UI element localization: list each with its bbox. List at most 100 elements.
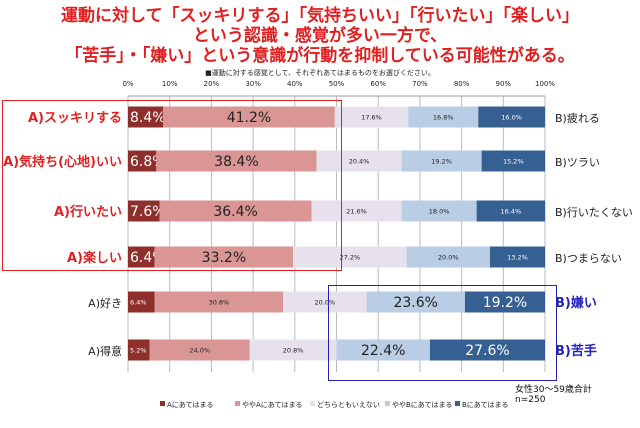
bar-segment [163,106,335,128]
x-tick-label: 100% [535,80,555,88]
left-category-label: A)楽しい [67,250,122,266]
bar-segment [128,200,160,222]
x-tick-label: 10% [162,80,178,88]
sample-size: n=250 [515,395,546,405]
x-tick-label: 30% [245,80,261,88]
bar-segment [406,246,490,268]
data-label: 20.8% [283,347,304,355]
data-label: 20.0% [314,299,335,307]
data-label: 16.8% [433,114,454,122]
data-label: 20.0% [438,254,459,262]
right-category-label: B)嫌い [555,295,597,311]
data-label: 7.6% [130,204,166,220]
data-label: 18.0% [429,208,450,216]
bar-segment [401,200,477,222]
title-line-2: という認識・感覚が多い一方で、 [192,26,448,46]
x-tick-label: 0% [122,80,133,88]
bar-segment [489,246,545,268]
bar-segment [478,106,545,128]
legend-swatch [455,401,460,406]
data-label: 27.2% [340,254,361,262]
bar-segment [336,339,430,361]
sample-note: 女性30～59歳合計 [515,385,592,395]
data-label: 8.4% [130,110,166,126]
x-tick-label: 60% [370,80,386,88]
data-label: 6.4% [130,299,147,307]
data-label: 33.2% [202,250,246,266]
right-category-label: B)苦手 [555,343,597,359]
data-label: 30.8% [209,299,230,307]
x-tick-label: 90% [496,80,512,88]
bar-segment [293,246,407,268]
bar-segment [156,150,317,172]
legend-label: ややAにあてはまる [242,401,303,409]
bar-segment [464,291,545,313]
bar-segment [154,246,294,268]
data-label: 27.6% [465,343,509,359]
data-label: 20.4% [349,158,370,166]
bar-segment [429,339,545,361]
x-tick-label: 50% [329,80,345,88]
data-label: 13.2% [507,254,528,262]
legend-swatch [385,401,390,406]
bar-segment [366,291,465,313]
question-text: ■運動に対する感覚として、それぞれあてはまるものをお選びください。 [205,69,435,77]
bar-segment [476,200,545,222]
bar-segment [311,200,402,222]
data-label: 24.0% [189,347,210,355]
bar-segment [283,291,367,313]
right-category-label: B)行いたくない [555,206,633,219]
bar-segment [316,150,402,172]
x-tick-label: 70% [412,80,428,88]
bar-segment [128,150,157,172]
bar-segment [249,339,337,361]
left-category-label: A)好き [88,296,122,310]
data-label: 38.4% [214,154,258,170]
bar-segment [334,106,409,128]
x-tick-label: 40% [287,80,303,88]
data-label: 22.4% [361,343,405,359]
left-category-label: A)得意 [88,344,122,358]
right-category-label: B)ツラい [555,156,600,169]
x-tick-label: 80% [454,80,470,88]
left-category-label: A)スッキリする [28,111,122,126]
x-tick-label: 20% [204,80,220,88]
data-label: 19.2% [431,158,452,166]
legend-swatch [235,401,240,406]
data-label: 17.6% [361,114,382,122]
bar-segment [128,246,155,268]
left-category-label: A)行いたい [54,204,122,220]
bar-segment [128,291,155,313]
bar-segment [481,150,545,172]
legend-swatch [310,401,315,406]
data-label: 23.6% [393,295,437,311]
data-label: 16.0% [501,114,522,122]
legend-label: どちらともいえない [317,401,380,409]
legend-label: Aにあてはまる [167,401,214,409]
bar-segment [401,150,482,172]
legend-label: Bにあてはまる [462,401,509,409]
bar-segment [408,106,479,128]
title-line-3: 「苦手」・「嫌い」という意識が行動を抑制している可能性がある。 [65,46,575,66]
bar-segment [128,339,150,361]
bar-segment [159,200,312,222]
data-label: 36.4% [213,204,257,220]
data-label: 15.2% [503,158,524,166]
right-category-label: B)疲れる [555,111,600,125]
data-label: 41.2% [227,110,271,126]
data-label: 21.6% [346,208,367,216]
bar-segment [128,106,164,128]
a-highlight-box [2,100,342,271]
legend-label: ややBにあてはまる [392,401,453,409]
data-label: 19.2% [483,295,527,311]
bar-segment [149,339,250,361]
data-label: 5.2% [130,347,147,355]
title-line-1: 運動に対して「スッキリする」「気持ちいい」「行いたい」「楽しい」 [61,6,579,26]
legend-swatch [160,401,165,406]
left-category-label: A)気持ち(心地)いい [3,154,122,170]
b-highlight-box [328,285,557,381]
right-category-label: B)つまらない [555,252,622,265]
bar-segment [154,291,284,313]
